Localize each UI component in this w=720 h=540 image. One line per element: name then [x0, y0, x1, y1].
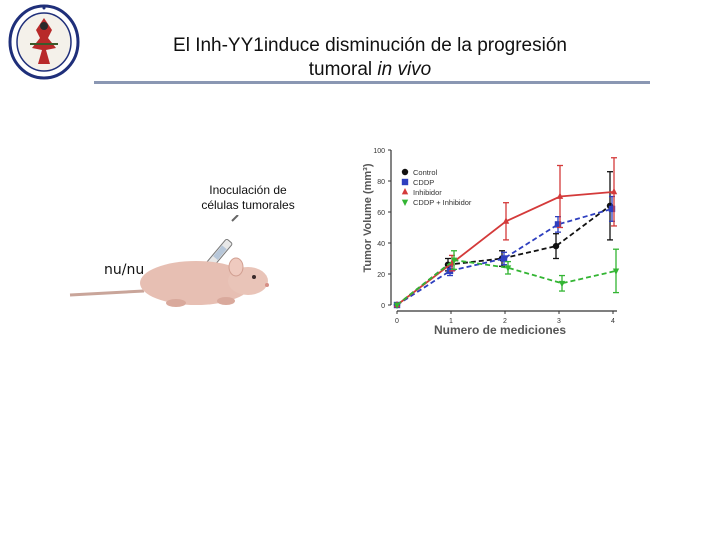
title-underline-rule [94, 81, 650, 84]
data-point [610, 187, 618, 195]
title-line-2-italic: in vivo [377, 59, 432, 80]
inoculation-label: Inoculación de células tumorales [188, 183, 308, 213]
data-point [393, 302, 401, 309]
title-line-2: tumoral in vivo [120, 58, 620, 82]
legend-label: CDDP [413, 178, 434, 187]
legend-marker [401, 188, 409, 195]
data-point [556, 192, 564, 199]
x-tick-label: 2 [503, 318, 507, 325]
series-cddp-inhibidor [393, 248, 620, 309]
title-line-1: El Inh-YY1induce disminución de la progr… [173, 35, 567, 56]
nude-mouse-with-syringe-illustration [69, 215, 269, 307]
y-tick-label: 80 [377, 179, 385, 186]
mouse-strain-label: nu/nu [104, 262, 145, 278]
inoculation-line-1: Inoculación de [209, 183, 287, 197]
chart-axes [390, 150, 617, 312]
legend-marker [401, 178, 409, 186]
y-tick-label: 100 [373, 148, 385, 155]
series-line [396, 259, 617, 306]
legend-item: Control [401, 168, 438, 177]
y-tick-label: 20 [377, 272, 385, 279]
data-point [504, 265, 512, 272]
data-point [502, 217, 510, 224]
data-point [552, 242, 560, 250]
x-tick-label: 0 [395, 318, 399, 325]
x-tick-label: 3 [557, 318, 561, 325]
data-point [500, 255, 508, 262]
series-line [396, 208, 613, 306]
legend-marker [401, 168, 409, 176]
series-cddp [393, 195, 616, 309]
title-line-2-plain: tumoral [308, 59, 378, 80]
data-point [450, 257, 458, 265]
y-axis-label: Tumor Volume (mm³) [362, 163, 374, 272]
chart-series [393, 157, 620, 309]
data-point [612, 268, 620, 275]
tumor-volume-chart: 0 20 40 60 80 100 0 1 2 3 4 ControlCDDPInhibidorCD… [362, 148, 620, 337]
legend-item: CDDP + Inhibidor [401, 198, 472, 207]
data-point [608, 205, 616, 213]
x-axis-label: Numero de mediciones [434, 323, 566, 337]
inoculation-line-2: células tumorales [201, 198, 295, 212]
legend-label: Inhibidor [413, 188, 442, 197]
legend-label: CDDP + Inhibidor [413, 198, 472, 207]
x-tick-label: 1 [449, 318, 453, 325]
chart-ticks: 0 20 40 60 80 100 0 1 2 3 4 [373, 148, 615, 325]
legend-marker [401, 199, 409, 206]
y-tick-label: 0 [381, 303, 385, 310]
legend-item: Inhibidor [401, 188, 442, 197]
y-tick-label: 40 [377, 241, 385, 248]
mouse-icon [69, 257, 269, 307]
university-seal-logo [8, 4, 80, 80]
x-tick-label: 4 [611, 318, 615, 325]
legend-item: CDDP [401, 178, 434, 187]
y-tick-label: 60 [377, 210, 385, 217]
slide-title: El Inh-YY1induce disminución de la progr… [120, 34, 620, 82]
data-point [554, 221, 562, 228]
data-point [558, 280, 566, 288]
legend-label: Control [413, 168, 438, 177]
